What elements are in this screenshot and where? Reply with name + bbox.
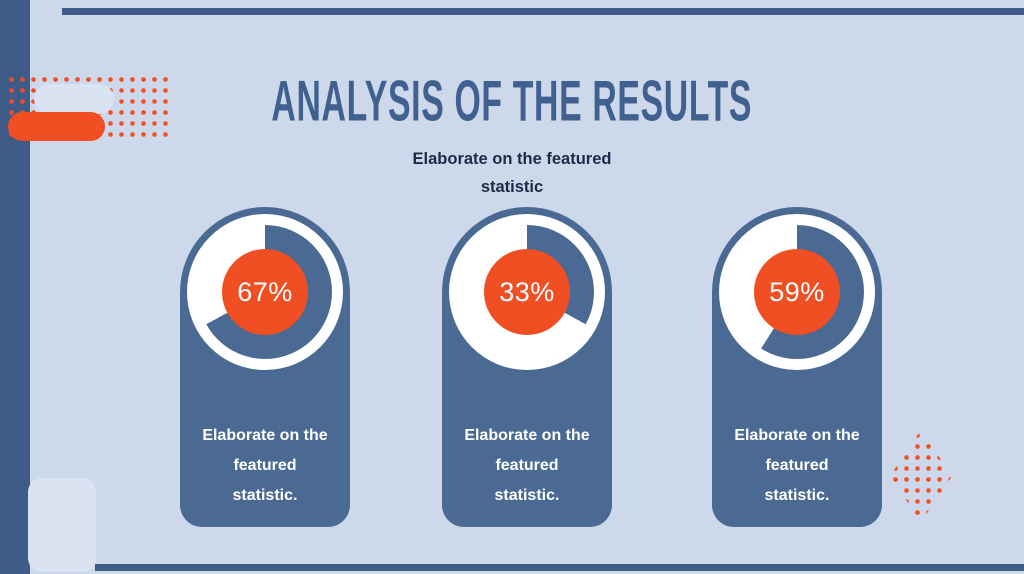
stat-card-2: 33% Elaborate on the featured statistic. [442, 207, 612, 527]
slide-title: ANALYSIS OF THE RESULTS [271, 70, 753, 134]
stat-card-3-circle: 59% [719, 214, 875, 370]
slide-subtitle: Elaborate on the featured statistic [0, 145, 1024, 201]
top-accent-rule [62, 8, 1024, 15]
bottom-left-corner-shape [28, 478, 96, 572]
stat-card-1-caption: Elaborate on the featured statistic. [180, 421, 350, 511]
donut-chart-3: 59% [730, 225, 864, 359]
decorative-rounded-rect [34, 84, 114, 114]
dots-diamond-bottomright [890, 430, 952, 522]
bottom-accent-rule [95, 564, 1024, 571]
percent-badge-3: 59% [754, 249, 840, 335]
subtitle-line-1: Elaborate on the featured [412, 150, 612, 168]
percent-badge-2: 33% [484, 249, 570, 335]
caption-line: Elaborate on the [734, 427, 860, 444]
decorative-orange-pill [8, 112, 105, 141]
caption-line: featured [495, 457, 559, 474]
percent-badge-1: 67% [222, 249, 308, 335]
caption-line: statistic. [232, 487, 298, 504]
caption-line: statistic. [494, 487, 560, 504]
donut-chart-2: 33% [460, 225, 594, 359]
stat-card-2-caption: Elaborate on the featured statistic. [442, 421, 612, 511]
title-area: ANALYSIS OF THE RESULTS [0, 70, 1024, 134]
caption-line: featured [765, 457, 829, 474]
caption-line: Elaborate on the [202, 427, 328, 444]
caption-line: statistic. [764, 487, 830, 504]
stat-card-3-caption: Elaborate on the featured statistic. [712, 421, 882, 511]
caption-line: featured [233, 457, 297, 474]
caption-line: Elaborate on the [464, 427, 590, 444]
stat-card-2-circle: 33% [449, 214, 605, 370]
stat-card-1-circle: 67% [187, 214, 343, 370]
stat-card-3: 59% Elaborate on the featured statistic. [712, 207, 882, 527]
donut-chart-1: 67% [198, 225, 332, 359]
stat-card-1: 67% Elaborate on the featured statistic. [180, 207, 350, 527]
subtitle-line-2: statistic [480, 178, 544, 196]
